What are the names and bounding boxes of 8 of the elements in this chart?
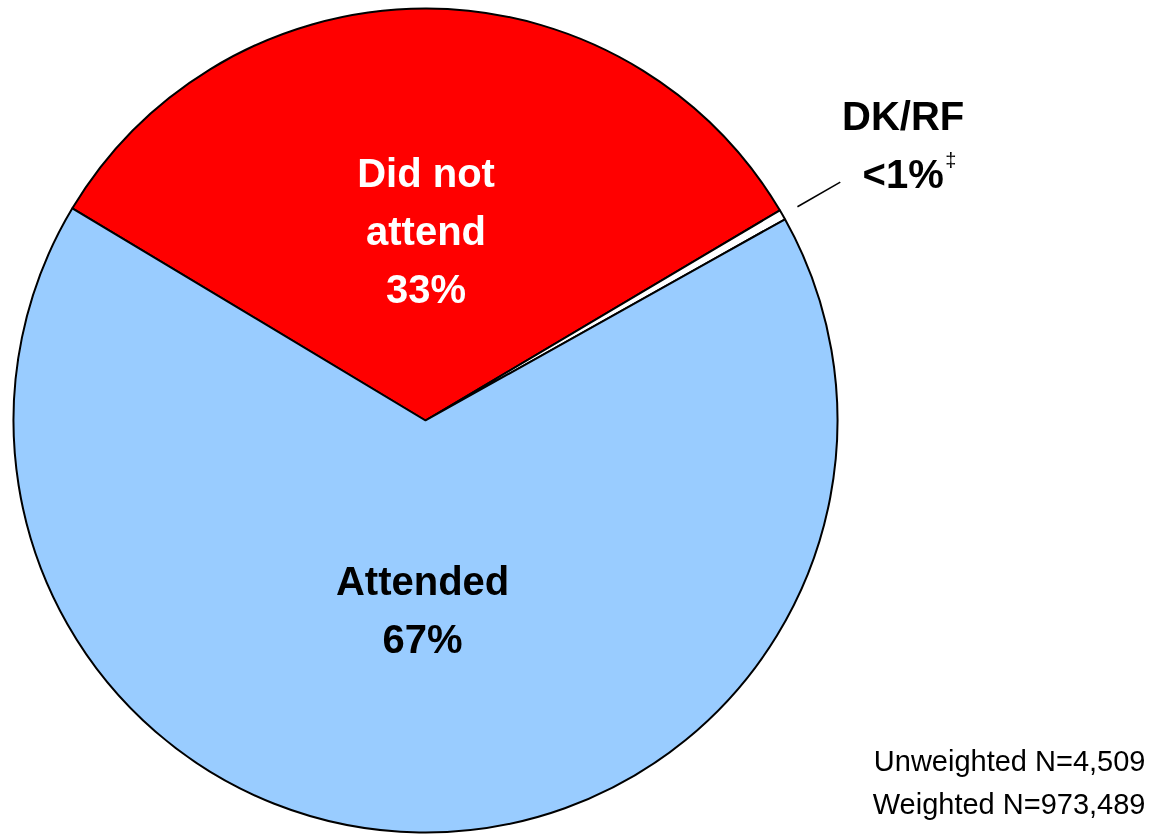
slice-label: Attended: [335, 559, 510, 603]
data-label: 67%: [382, 617, 463, 661]
data-label: <1%‡: [862, 148, 957, 196]
text: Weighted N=973,489: [872, 787, 1146, 820]
slice-label: Did not attend: [357, 150, 495, 253]
text: Unweighted N=4,509: [873, 744, 1146, 777]
data-label: 33%: [386, 266, 467, 311]
slice-label: DK/RF: [842, 93, 965, 138]
